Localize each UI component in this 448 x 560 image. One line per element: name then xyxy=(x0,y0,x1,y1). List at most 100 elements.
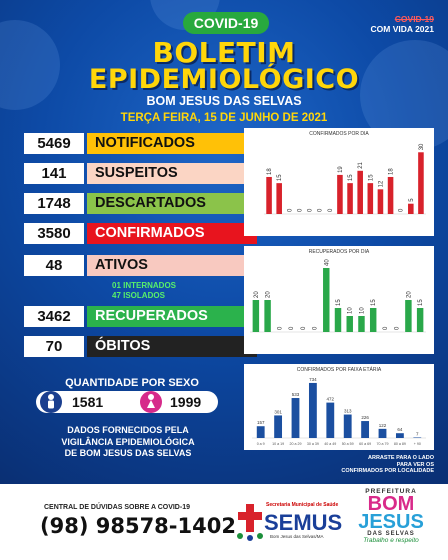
chart-data-label: 0 xyxy=(308,208,314,212)
corner-text: COM VIDA 2021 xyxy=(370,24,434,34)
info-text: DADOS FORNECIDOS PELA VIGILÂNCIA EPIDEMI… xyxy=(28,425,228,460)
chart-data-label: 122 xyxy=(379,423,387,428)
chart-faixa-etaria: 157 0 a 9 301 10 a 19 533 20 a 29 734 30 a 39 47… xyxy=(244,364,434,450)
stat-label: DESCARTADOS xyxy=(87,193,257,214)
chart-bar xyxy=(361,421,370,438)
chart-data-label: 0 xyxy=(301,326,307,330)
stat-row-confirmados: 3580 CONFIRMADOS xyxy=(24,223,257,244)
chart-data-label: 0 xyxy=(318,208,324,212)
chart-data-label: 0 xyxy=(313,326,319,330)
stat-row-notificados: 5469 NOTIFICADOS xyxy=(24,133,257,154)
chart-bar xyxy=(347,183,353,214)
chart-data-label: 313 xyxy=(344,409,352,414)
male-count: 1581 xyxy=(72,394,104,410)
chart-data-label: 40 xyxy=(324,259,330,266)
chart-bar xyxy=(274,415,283,438)
chart-bar xyxy=(266,176,272,214)
chart-tick-label: + 90 xyxy=(414,442,421,446)
swipe-line: PARA VER OS xyxy=(396,461,434,468)
info-line: VIGILÂNCIA EPIDEMIOLÓGICA xyxy=(61,436,195,447)
chart-bar xyxy=(276,183,282,214)
stat-value: 70 xyxy=(24,336,84,357)
chart-data-label: 0 xyxy=(328,208,334,212)
chart-data-label: 15 xyxy=(368,174,374,181)
chart-data-label: 18 xyxy=(389,168,395,175)
chart-bar xyxy=(377,189,384,214)
chart-title: CONFIRMADOS POR DIA xyxy=(309,131,369,137)
semus-logo: Secretaria Municipal de Saúde SEMUS Bom … xyxy=(236,498,344,544)
bj-bom: BOM xyxy=(367,493,415,515)
female-icon xyxy=(140,391,162,413)
phone-number[interactable]: (98) 98578-1402 xyxy=(40,514,236,538)
chart-bar xyxy=(418,152,424,214)
bj-slogan: Trabalho e respeito xyxy=(363,537,419,544)
chart-bar xyxy=(308,382,317,438)
chart-tick-label: 10 a 19 xyxy=(272,442,284,446)
chart-bar xyxy=(326,402,335,438)
chart-data-label: 10 xyxy=(359,307,365,314)
chart-data-label: 19 xyxy=(338,166,344,173)
chart-bar xyxy=(378,428,387,438)
stat-label: RECUPERADOS xyxy=(87,306,257,327)
chart-bar xyxy=(291,398,300,438)
chart-data-label: 7 xyxy=(416,431,419,436)
isolados-text: 47 ISOLADOS xyxy=(112,291,165,300)
bj-das-selvas: DAS SELVAS xyxy=(367,531,415,537)
stat-value: 3580 xyxy=(24,223,84,244)
corner-strike-text: COVID-19 xyxy=(394,14,434,24)
covid-pill: COVID-19 xyxy=(183,12,269,34)
footer: CENTRAL DE DÚVIDAS SOBRE A COVID-19 (98)… xyxy=(0,484,448,560)
chart-tick-label: 0 a 9 xyxy=(257,442,265,446)
chart-data-label: 20 xyxy=(406,291,412,298)
swipe-hint: ARRASTE PARA O LADO PARA VER OS CONFIRMA… xyxy=(341,455,434,475)
chart-bar xyxy=(357,170,363,214)
bj-prefeitura: PREFEITURA xyxy=(365,488,417,495)
chart-data-label: 0 xyxy=(399,208,405,212)
swipe-line: ARRASTE PARA O LADO xyxy=(368,455,434,461)
title-epidemiologico: EPIDEMIOLÓGICO xyxy=(88,64,360,95)
chart-data-label: 15 xyxy=(277,174,283,181)
stat-value: 3462 xyxy=(24,306,84,327)
chart-data-label: 0 xyxy=(287,208,293,212)
stat-value: 1748 xyxy=(24,193,84,214)
chart-data-label: 0 xyxy=(395,326,401,330)
semus-emblem-icon xyxy=(237,504,263,541)
chart-title: CONFIRMADOS POR FAIXA ETÁRIA xyxy=(296,367,382,373)
chart-svg: 157 0 a 9 301 10 a 19 533 20 a 29 734 30 a 39 47… xyxy=(252,377,426,446)
stat-row-bitos: 70 ÓBITOS xyxy=(24,336,257,357)
chart-data-label: 18 xyxy=(267,168,273,175)
chart-data-label: 15 xyxy=(336,299,342,306)
chart-bar xyxy=(405,300,412,332)
chart-tick-label: 70 a 79 xyxy=(377,442,389,446)
chart-data-label: 0 xyxy=(289,326,295,330)
chart-data-label: 472 xyxy=(327,397,335,402)
chart-data-label: 5 xyxy=(409,198,415,202)
title-boletim: BOLETIM xyxy=(152,36,296,69)
bulletin-date: TERÇA FEIRA, 15 DE JUNHO DE 2021 xyxy=(120,112,328,124)
chart-bar xyxy=(408,203,414,214)
chart-bar xyxy=(413,437,422,438)
chart-data-label: 15 xyxy=(418,299,424,306)
stat-value: 141 xyxy=(24,163,84,184)
semus-sub-text: Bom Jesus das Selvas/MA xyxy=(270,534,324,539)
chart-bar xyxy=(256,426,265,438)
covid-com-vida-badge: COVID-19 COM VIDA 2021 xyxy=(371,14,434,34)
chart-data-label: 12 xyxy=(378,180,384,187)
chart-data-label: 734 xyxy=(309,377,317,382)
chart-data-label: 21 xyxy=(358,161,364,168)
chart-recuperados-por-dia: 20 20 0 0 0 0 40 15 10 10 15 0 0 20 15 RECUPERADOS POR… xyxy=(244,246,434,354)
chart-tick-label: 60 a 69 xyxy=(359,442,371,446)
male-icon xyxy=(40,391,62,413)
stat-value: 48 xyxy=(24,255,84,276)
chart-data-label: 301 xyxy=(274,409,282,414)
city-name: BOM JESUS DAS SELVAS xyxy=(146,94,302,108)
chart-bar xyxy=(367,183,374,214)
chart-bar xyxy=(387,176,394,214)
chart-bar xyxy=(334,308,342,332)
prefeitura-logo: PREFEITURA BOM JESUS DAS SELVAS Trabalho… xyxy=(346,488,436,558)
stat-row-recuperados: 3462 RECUPERADOS xyxy=(24,306,257,327)
chart-bar xyxy=(337,174,343,214)
chart-tick-label: 40 a 49 xyxy=(324,442,336,446)
swipe-line: CONFIRMADOS POR LOCALIDADE xyxy=(341,468,434,474)
